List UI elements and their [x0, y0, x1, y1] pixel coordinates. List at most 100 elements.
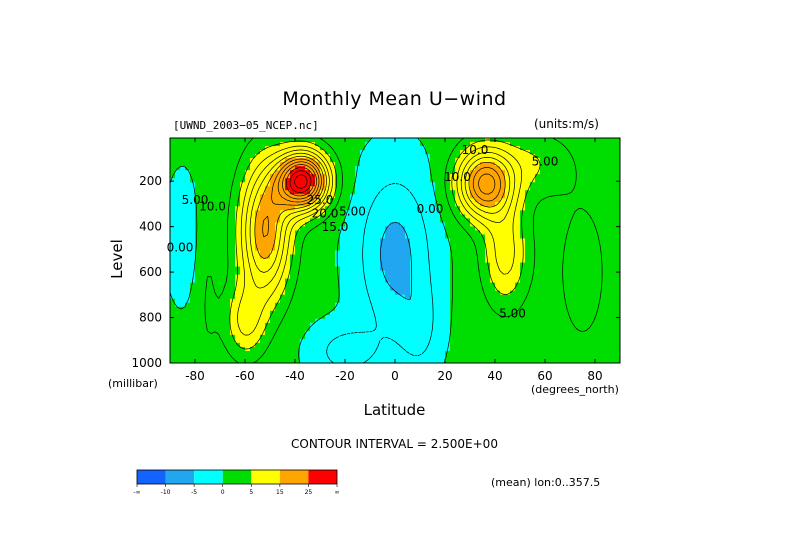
field-cell: [205, 178, 211, 183]
field-cell: [540, 202, 546, 207]
field-cell: [185, 270, 191, 276]
field-cell: [595, 334, 601, 340]
field-cell: [320, 346, 326, 352]
field-cell: [610, 338, 616, 344]
field-cell: [585, 254, 591, 260]
field-cell: [480, 178, 486, 183]
field-cell: [545, 350, 551, 356]
field-cell: [330, 234, 336, 240]
field-cell: [475, 242, 481, 248]
field-cell: [550, 242, 556, 248]
field-cell: [475, 234, 481, 240]
field-cell: [270, 234, 276, 240]
field-cell: [405, 166, 411, 171]
field-cell: [525, 166, 531, 171]
field-cell: [310, 314, 316, 320]
field-cell: [355, 138, 361, 143]
field-cell: [250, 154, 256, 159]
field-cell: [425, 218, 431, 223]
field-cell: [290, 150, 296, 155]
field-cell: [445, 286, 451, 292]
field-cell: [340, 358, 346, 363]
field-cell: [370, 218, 376, 223]
field-cell: [595, 326, 601, 332]
field-cell: [230, 166, 236, 171]
field-cell: [475, 206, 481, 211]
field-cell: [370, 166, 376, 171]
field-cell: [610, 170, 616, 175]
field-cell: [350, 162, 356, 167]
field-cell: [585, 182, 591, 187]
field-cell: [605, 350, 611, 356]
field-cell: [490, 278, 496, 284]
field-cell: [460, 346, 466, 352]
field-cell: [415, 182, 421, 187]
field-cell: [290, 262, 296, 268]
field-cell: [600, 162, 606, 167]
field-cell: [385, 350, 391, 356]
field-cell: [385, 238, 391, 244]
field-cell: [345, 278, 351, 284]
field-cell: [180, 358, 186, 363]
field-cell: [510, 202, 516, 207]
field-cell: [370, 342, 376, 348]
field-cell: [535, 238, 541, 244]
field-cell: [205, 278, 211, 284]
field-cell: [365, 346, 371, 352]
field-cell: [215, 242, 221, 248]
field-cell: [295, 250, 301, 256]
field-cell: [445, 142, 451, 147]
field-cell: [395, 302, 401, 308]
field-cell: [430, 190, 436, 195]
field-cell: [300, 182, 306, 187]
field-cell: [595, 178, 601, 183]
field-cell: [420, 302, 426, 308]
field-cell: [215, 322, 221, 328]
field-cell: [570, 258, 576, 264]
field-cell: [415, 338, 421, 344]
field-cell: [580, 190, 586, 195]
field-cell: [550, 350, 556, 356]
field-cell: [245, 354, 251, 360]
field-cell: [180, 238, 186, 244]
field-cell: [230, 138, 236, 143]
field-cell: [560, 246, 566, 252]
field-cell: [300, 226, 306, 232]
field-cell: [365, 146, 371, 151]
field-cell: [405, 142, 411, 147]
field-cell: [440, 154, 446, 159]
field-cell: [220, 346, 226, 352]
field-cell: [405, 334, 411, 340]
field-cell: [405, 218, 411, 223]
field-cell: [545, 238, 551, 244]
field-cell: [260, 138, 266, 143]
field-cell: [240, 306, 246, 312]
field-cell: [405, 202, 411, 207]
field-cell: [405, 250, 411, 256]
field-cell: [490, 146, 496, 151]
field-cell: [360, 306, 366, 312]
field-cell: [170, 318, 176, 324]
field-cell: [360, 278, 366, 284]
field-cell: [405, 246, 411, 252]
field-cell: [485, 286, 491, 292]
field-cell: [550, 146, 556, 151]
field-cell: [355, 214, 361, 219]
field-cell: [260, 290, 266, 296]
field-cell: [465, 198, 471, 203]
field-cell: [260, 334, 266, 340]
field-cell: [615, 254, 620, 260]
field-cell: [615, 138, 620, 143]
field-cell: [255, 218, 261, 223]
field-cell: [600, 290, 606, 296]
field-cell: [500, 230, 506, 236]
field-cell: [170, 222, 176, 227]
field-cell: [430, 222, 436, 227]
field-cell: [485, 294, 491, 300]
field-cell: [200, 290, 206, 296]
field-cell: [525, 262, 531, 268]
field-cell: [435, 166, 441, 171]
field-cell: [545, 154, 551, 159]
field-cell: [450, 254, 456, 260]
field-cell: [605, 142, 611, 147]
